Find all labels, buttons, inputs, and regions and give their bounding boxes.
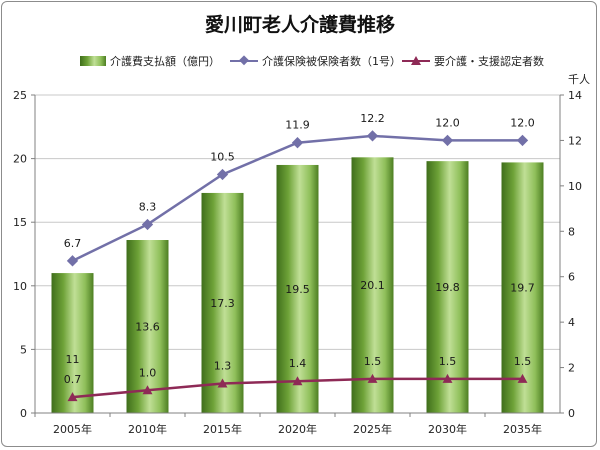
- right-tick-label: 10: [568, 180, 582, 193]
- left-tick-label: 20: [13, 153, 27, 166]
- bar-value-label: 19.5: [285, 283, 310, 296]
- point-marker: [66, 255, 79, 267]
- left-tick-label: 0: [20, 407, 27, 420]
- legend-marker-diamond: [239, 55, 249, 66]
- bar: [126, 240, 169, 413]
- x-tick-label: 2035年: [503, 422, 542, 436]
- x-tick-label: 2020年: [278, 422, 317, 436]
- x-tick-label: 2030年: [428, 422, 467, 436]
- legend: 介護費支払額（億円） 介護保険被保険者数（1号） 要介護・支援認定者数: [80, 54, 544, 68]
- bar: [51, 273, 94, 413]
- bar-series: [51, 157, 544, 413]
- legend-swatch-bar: [80, 56, 106, 66]
- chart-title: 愛川町老人介護費推移: [204, 14, 395, 36]
- x-tick-label: 2015年: [203, 422, 242, 436]
- line-value-label: 10.5: [210, 151, 235, 164]
- right-tick-label: 4: [568, 316, 575, 329]
- x-tick-label: 2005年: [53, 422, 92, 436]
- line-value-label: 1.5: [439, 355, 457, 368]
- line-value-label: 1.0: [139, 366, 157, 379]
- line-value-label: 12.2: [360, 112, 385, 125]
- left-tick-label: 15: [13, 216, 27, 229]
- legend-label-bar: 介護費支払額（億円）: [110, 54, 220, 68]
- line-value-label: 8.3: [139, 200, 157, 213]
- left-tick-label: 25: [13, 89, 27, 102]
- data-labels: 11 13.6 17.3 19.5 20.1 19.8 19.7 6.7 8.3 10.5 11.9…: [64, 112, 535, 386]
- line-value-label: 1.3: [214, 359, 232, 372]
- legend-label-line2: 要介護・支援認定者数: [434, 54, 544, 68]
- x-tick-label: 2010年: [128, 422, 167, 436]
- bar: [501, 162, 544, 413]
- bar-value-label: 17.3: [210, 297, 235, 310]
- point-marker: [291, 137, 304, 149]
- point-marker: [442, 373, 453, 383]
- point-marker: [366, 130, 379, 142]
- line-value-label: 12.0: [435, 116, 460, 129]
- right-tick-label: 12: [568, 134, 582, 147]
- bar-value-label: 20.1: [360, 279, 385, 292]
- bar-value-label: 13.6: [135, 321, 160, 334]
- legend-marker-triangle: [411, 56, 421, 65]
- x-tick-label: 2025年: [353, 422, 392, 436]
- line-value-label: 12.0: [510, 116, 535, 129]
- right-axis-unit: 千人: [568, 73, 590, 86]
- right-tick-label: 8: [568, 225, 575, 238]
- left-tick-label: 5: [20, 343, 27, 356]
- bar: [276, 164, 319, 413]
- point-marker: [517, 373, 528, 383]
- right-tick-label: 0: [568, 407, 575, 420]
- line-value-label: 11.9: [285, 119, 310, 132]
- right-tick-label: 14: [568, 89, 582, 102]
- point-marker: [367, 373, 378, 383]
- left-tick-label: 10: [13, 280, 27, 293]
- point-marker: [142, 385, 153, 395]
- point-marker: [141, 218, 154, 231]
- bar: [351, 157, 394, 413]
- point-marker: [441, 134, 454, 147]
- bar-value-label: 11: [66, 353, 80, 366]
- bar-value-label: 19.7: [510, 282, 535, 295]
- point-marker: [217, 378, 228, 388]
- point-marker: [216, 168, 229, 181]
- right-tick-label: 2: [568, 362, 575, 375]
- bar: [426, 161, 469, 413]
- axes: 0 5 10 15 20 25 0 2 4 6 8 10 12 14 千人 2005年 2010年 2015年 20…: [13, 73, 590, 436]
- line-value-label: 1.4: [289, 357, 307, 370]
- line-value-label: 1.5: [364, 355, 382, 368]
- line-value-label: 1.5: [514, 355, 532, 368]
- right-tick-label: 6: [568, 271, 575, 284]
- line-value-label: 6.7: [64, 237, 82, 250]
- bar-value-label: 19.8: [435, 281, 460, 294]
- point-marker: [292, 376, 303, 386]
- line-value-label: 0.7: [64, 373, 82, 386]
- bar: [201, 192, 244, 413]
- point-marker: [516, 134, 529, 147]
- line-series: [66, 130, 529, 402]
- legend-label-line1: 介護保険被保険者数（1号）: [262, 54, 401, 68]
- point-marker: [67, 392, 78, 402]
